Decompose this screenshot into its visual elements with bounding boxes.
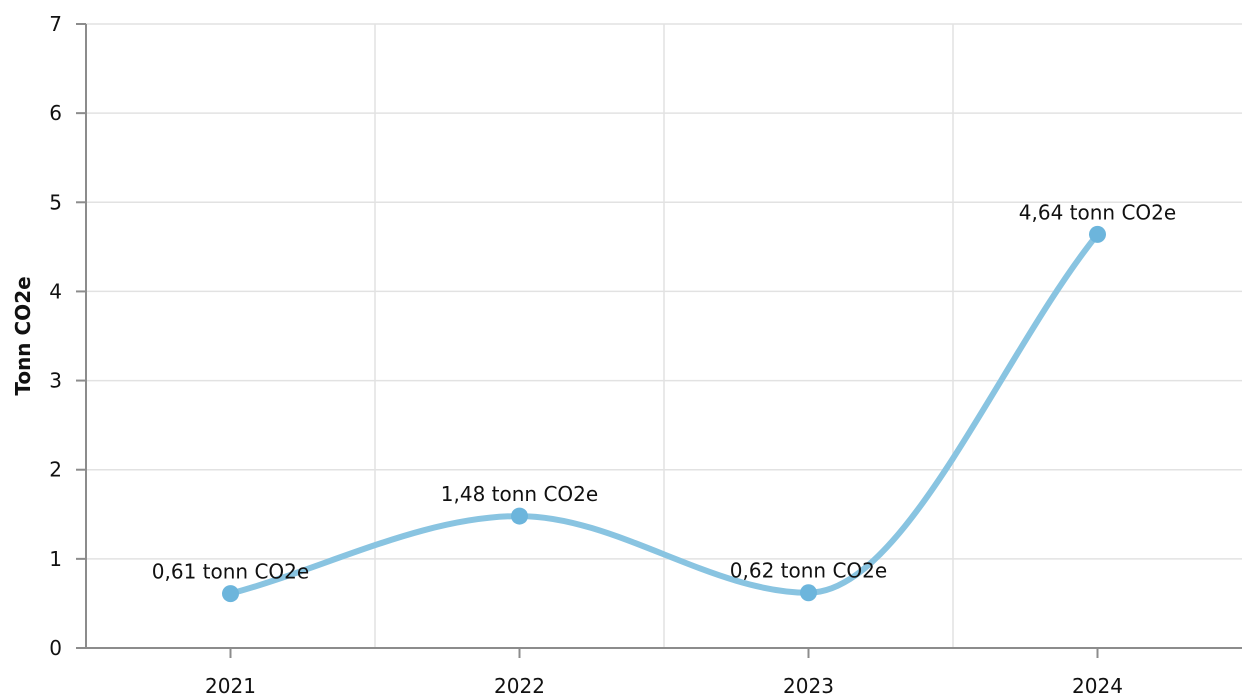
x-tick-label: 2022	[494, 674, 545, 695]
data-point	[222, 585, 239, 603]
x-tick-label: 2023	[783, 674, 834, 695]
x-tick-label: 2021	[205, 674, 256, 695]
data-point	[511, 507, 528, 525]
data-point	[800, 584, 817, 602]
data-point	[1089, 225, 1106, 243]
data-labels: 0,61 tonn CO2e 1,48 tonn CO2e 0,62 tonn CO…	[152, 200, 1176, 583]
axes: 0 1 2 3 4 5 6 7 2021 2022 2023 2024	[49, 12, 1242, 698]
y-axis-title: Tonn CO2e	[11, 276, 35, 395]
grid	[86, 23, 1242, 648]
data-label: 0,61 tonn CO2e	[152, 560, 309, 584]
data-label: 4,64 tonn CO2e	[1019, 200, 1176, 224]
y-tick-label: 5	[49, 190, 62, 214]
data-label: 1,48 tonn CO2e	[441, 482, 598, 506]
y-tick-label: 4	[49, 279, 62, 303]
data-label: 0,62 tonn CO2e	[730, 559, 887, 583]
y-tick-label: 3	[49, 369, 62, 393]
y-tick-label: 2	[49, 458, 62, 482]
y-tick-label: 6	[49, 101, 62, 125]
y-tick-label: 0	[49, 636, 62, 660]
y-tick-label: 1	[49, 547, 62, 571]
series-line	[227, 231, 1101, 597]
x-tick-label: 2024	[1072, 674, 1123, 695]
series	[222, 225, 1106, 603]
y-tick-label: 7	[49, 12, 62, 36]
